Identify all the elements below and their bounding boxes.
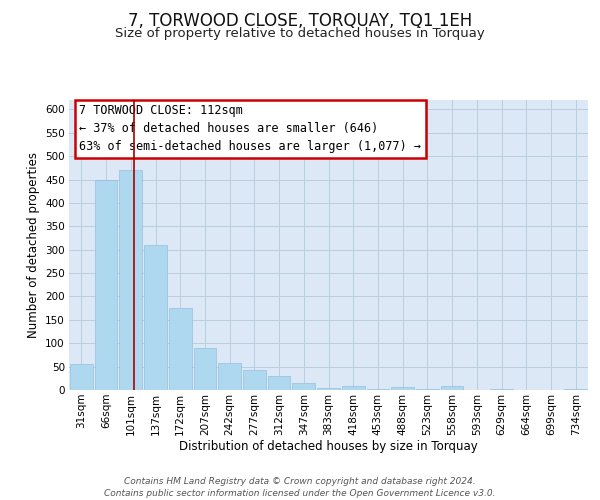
Bar — [268, 376, 290, 390]
Text: 7, TORWOOD CLOSE, TORQUAY, TQ1 1EH: 7, TORWOOD CLOSE, TORQUAY, TQ1 1EH — [128, 12, 472, 30]
Bar — [490, 389, 513, 390]
Text: Size of property relative to detached houses in Torquay: Size of property relative to detached ho… — [115, 28, 485, 40]
Bar — [169, 308, 191, 390]
Bar — [95, 180, 118, 390]
Bar — [243, 370, 266, 390]
Bar — [564, 389, 587, 390]
Bar — [218, 363, 241, 390]
Bar — [367, 389, 389, 390]
Bar — [119, 170, 142, 390]
Bar — [416, 389, 439, 390]
Bar — [70, 364, 93, 390]
Bar — [391, 386, 414, 390]
Bar — [194, 348, 216, 390]
X-axis label: Distribution of detached houses by size in Torquay: Distribution of detached houses by size … — [179, 440, 478, 454]
Text: Contains HM Land Registry data © Crown copyright and database right 2024.
Contai: Contains HM Land Registry data © Crown c… — [104, 476, 496, 498]
Bar — [342, 386, 365, 390]
Bar — [317, 388, 340, 390]
Y-axis label: Number of detached properties: Number of detached properties — [26, 152, 40, 338]
Bar — [292, 383, 315, 390]
Text: 7 TORWOOD CLOSE: 112sqm
← 37% of detached houses are smaller (646)
63% of semi-d: 7 TORWOOD CLOSE: 112sqm ← 37% of detache… — [79, 104, 421, 154]
Bar — [441, 386, 463, 390]
Bar — [144, 245, 167, 390]
